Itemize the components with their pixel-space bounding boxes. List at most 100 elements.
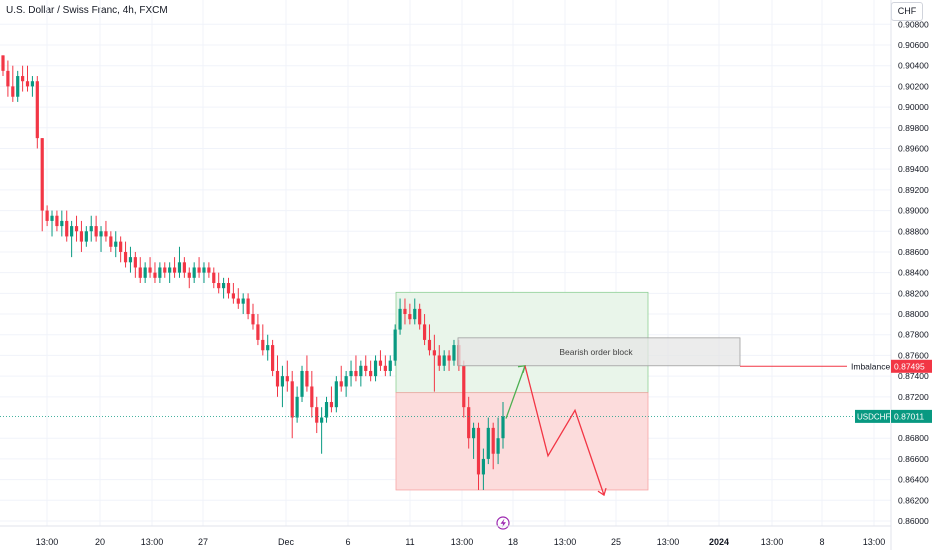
price-axis[interactable]: 0.86000 0.86200 0.86400 0.86600 0.86800 0.872…: [855, 0, 932, 550]
candle-body: [21, 76, 25, 82]
price-tick-label: 0.89600: [898, 143, 929, 153]
candle: [442, 350, 446, 371]
candle-body: [187, 272, 191, 278]
candle: [158, 262, 162, 283]
candle: [300, 365, 304, 402]
candle: [221, 277, 226, 299]
candle-body: [310, 386, 314, 408]
price-tick-label: 0.86000: [898, 516, 929, 526]
price-tick-label: 0.89000: [898, 206, 929, 216]
candle-body: [432, 350, 436, 356]
candle: [422, 314, 427, 346]
candle-body: [207, 267, 211, 273]
candle: [202, 262, 206, 283]
candle: [74, 215, 79, 242]
candle: [398, 298, 402, 335]
imbalance-price-label: 0.87495: [894, 361, 925, 371]
candle: [177, 246, 182, 278]
candle-body: [104, 231, 108, 237]
candle: [231, 283, 235, 304]
candle: [236, 288, 240, 309]
candle: [246, 293, 250, 320]
candle-body: [60, 220, 64, 227]
time-axis[interactable]: 13:00 20 13:00 27 Dec 6 11 13:00 18 13:00 25 13:00 2…: [0, 525, 891, 547]
candle-body: [349, 370, 353, 377]
candle-body: [231, 293, 235, 299]
candle-body: [300, 370, 304, 397]
candle: [462, 360, 466, 418]
candle: [452, 339, 456, 366]
candle: [65, 210, 69, 242]
candle: [35, 76, 39, 149]
candle-body: [315, 407, 319, 423]
candle: [437, 345, 441, 371]
candle-body: [334, 381, 338, 408]
last-price-badge: [891, 409, 932, 423]
candle-body: [99, 231, 103, 237]
candle: [226, 277, 231, 299]
candle-body: [437, 355, 441, 366]
candle-body: [251, 314, 255, 325]
candle: [109, 231, 113, 252]
candle-body: [403, 308, 407, 315]
candle-body: [123, 251, 128, 263]
candle: [114, 231, 118, 258]
candle-body: [202, 267, 206, 273]
candle-body: [408, 314, 412, 320]
candle-body: [70, 226, 74, 237]
candle-body: [373, 360, 378, 377]
lightning-bolt-icon: [496, 516, 510, 530]
candle: [207, 262, 211, 278]
time-tick-label: 25: [611, 537, 621, 547]
candle: [241, 293, 245, 315]
candle: [320, 407, 324, 454]
candle: [163, 262, 167, 278]
candle: [491, 422, 495, 470]
candle-body: [153, 272, 157, 278]
imbalance-price-badge: [891, 359, 932, 373]
candle-body: [163, 267, 167, 273]
time-tick-label: 13:00: [141, 537, 164, 547]
time-tick-label: 13:00: [554, 537, 577, 547]
candle: [496, 417, 500, 465]
candle-body: [45, 210, 49, 221]
candle: [138, 257, 142, 283]
symbol-badge-label: USDCHF: [857, 412, 890, 421]
candle-body: [11, 86, 15, 97]
candle: [471, 422, 476, 459]
candle-body: [447, 355, 451, 361]
candle-body: [418, 308, 422, 325]
candle-body: [89, 226, 93, 232]
candle: [280, 365, 285, 408]
candle-body: [354, 370, 358, 377]
candle: [30, 76, 35, 97]
candle: [339, 365, 343, 392]
time-tick-label: 20: [95, 537, 105, 547]
candle: [55, 210, 59, 232]
candle-body: [212, 272, 216, 283]
candle: [467, 396, 471, 449]
candle: [393, 324, 397, 366]
candle-body: [226, 283, 231, 294]
candle-body: [398, 308, 402, 330]
candle: [334, 376, 338, 413]
position-tool[interactable]: [395, 291, 649, 491]
candle: [359, 360, 363, 387]
candle: [40, 138, 44, 232]
candle-body: [442, 355, 446, 366]
candle-body: [364, 365, 368, 371]
price-tick-label: 0.87600: [898, 350, 929, 360]
candle: [192, 262, 196, 283]
candle-body: [94, 226, 98, 237]
time-tick-label: 6: [345, 537, 350, 547]
candle-body: [476, 427, 481, 475]
price-tick-label: 0.90200: [898, 81, 929, 91]
candle: [16, 70, 20, 102]
candle-body: [452, 345, 456, 361]
candle: [153, 262, 157, 283]
candle-body: [467, 407, 471, 439]
candle: [6, 60, 10, 97]
candle-body: [359, 365, 363, 377]
candle-body: [305, 370, 309, 387]
